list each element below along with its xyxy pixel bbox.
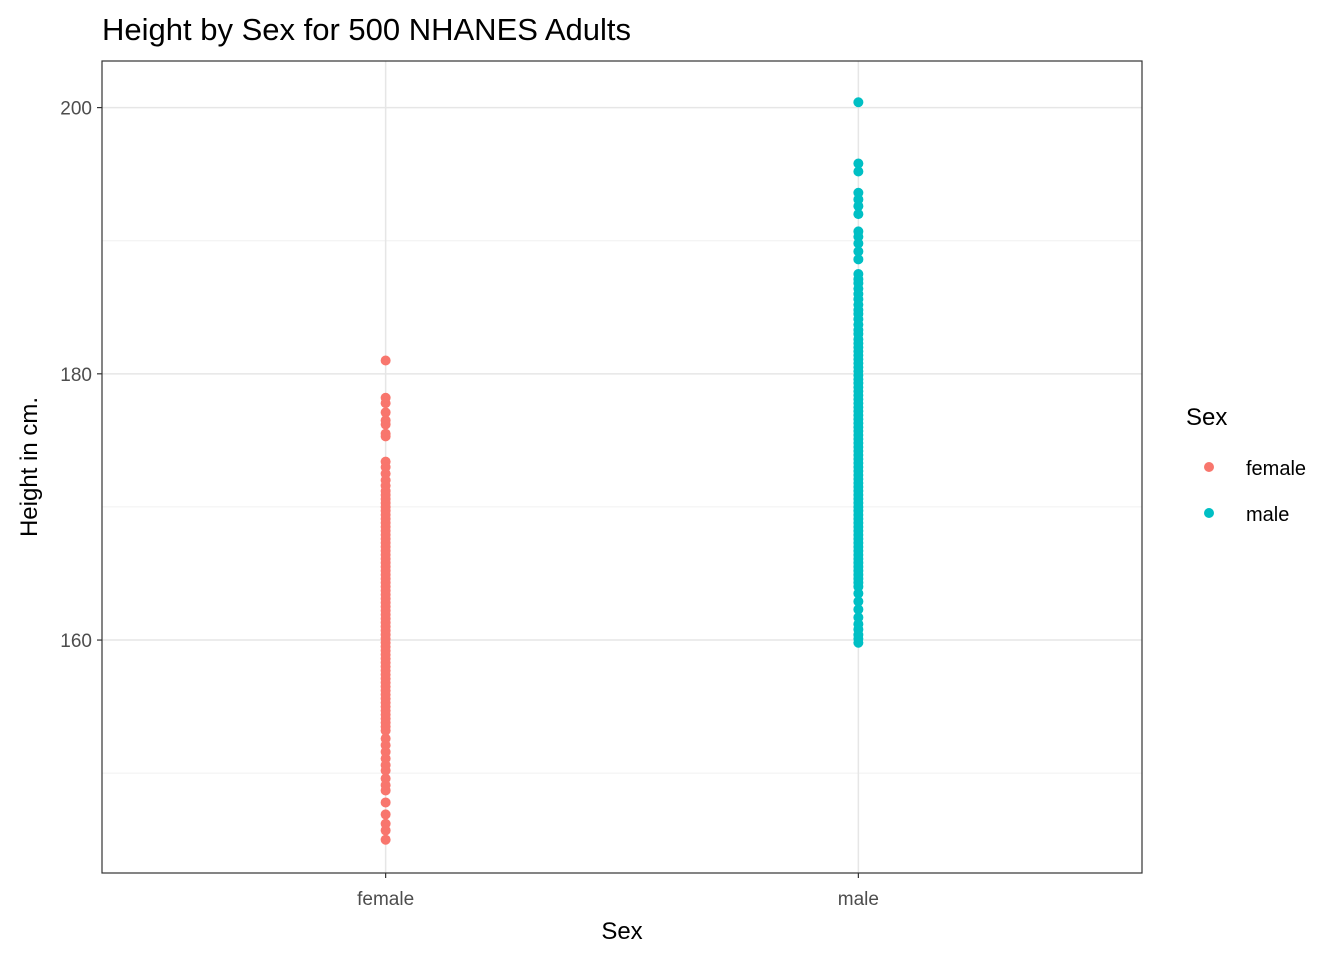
point-female — [380, 797, 391, 808]
point-male — [853, 201, 864, 212]
point-male — [853, 209, 864, 220]
point-female — [380, 725, 391, 736]
point-female — [380, 825, 391, 836]
x-tick-label: female — [357, 889, 414, 910]
point-male — [853, 254, 864, 265]
data-points — [380, 97, 864, 845]
y-axis-title: Height in cm. — [16, 397, 43, 537]
y-tick-label: 160 — [60, 631, 92, 652]
point-male — [853, 246, 864, 257]
point-female — [380, 407, 391, 418]
point-female — [380, 398, 391, 409]
legend-key-male — [1204, 508, 1214, 518]
x-tick-label: male — [838, 889, 879, 910]
point-female — [380, 355, 391, 366]
point-male — [853, 158, 864, 169]
point-female — [380, 419, 391, 430]
y-tick-label: 180 — [60, 365, 92, 386]
legend: Sex female male — [1186, 404, 1306, 526]
chart-title: Height by Sex for 500 NHANES Adults — [102, 12, 631, 47]
point-male — [853, 238, 864, 249]
point-male — [853, 596, 864, 607]
legend-label-male: male — [1246, 504, 1289, 526]
point-female — [380, 785, 391, 796]
y-tick-label: 200 — [60, 99, 92, 120]
point-female — [380, 431, 391, 442]
y-axis: 160 180 200 — [60, 99, 102, 652]
point-male — [853, 637, 864, 648]
legend-label-female: female — [1246, 458, 1306, 480]
point-female — [380, 809, 391, 820]
legend-key-female — [1204, 462, 1214, 472]
point-male — [853, 166, 864, 177]
grid — [102, 61, 1142, 873]
point-male — [853, 588, 864, 599]
point-female — [380, 834, 391, 845]
point-female — [380, 765, 391, 776]
point-male — [853, 604, 864, 615]
legend-title: Sex — [1186, 404, 1227, 431]
point-male — [853, 97, 864, 108]
x-axis: female male — [357, 873, 879, 910]
x-axis-title: Sex — [601, 918, 642, 945]
panel-border — [101, 60, 1143, 874]
